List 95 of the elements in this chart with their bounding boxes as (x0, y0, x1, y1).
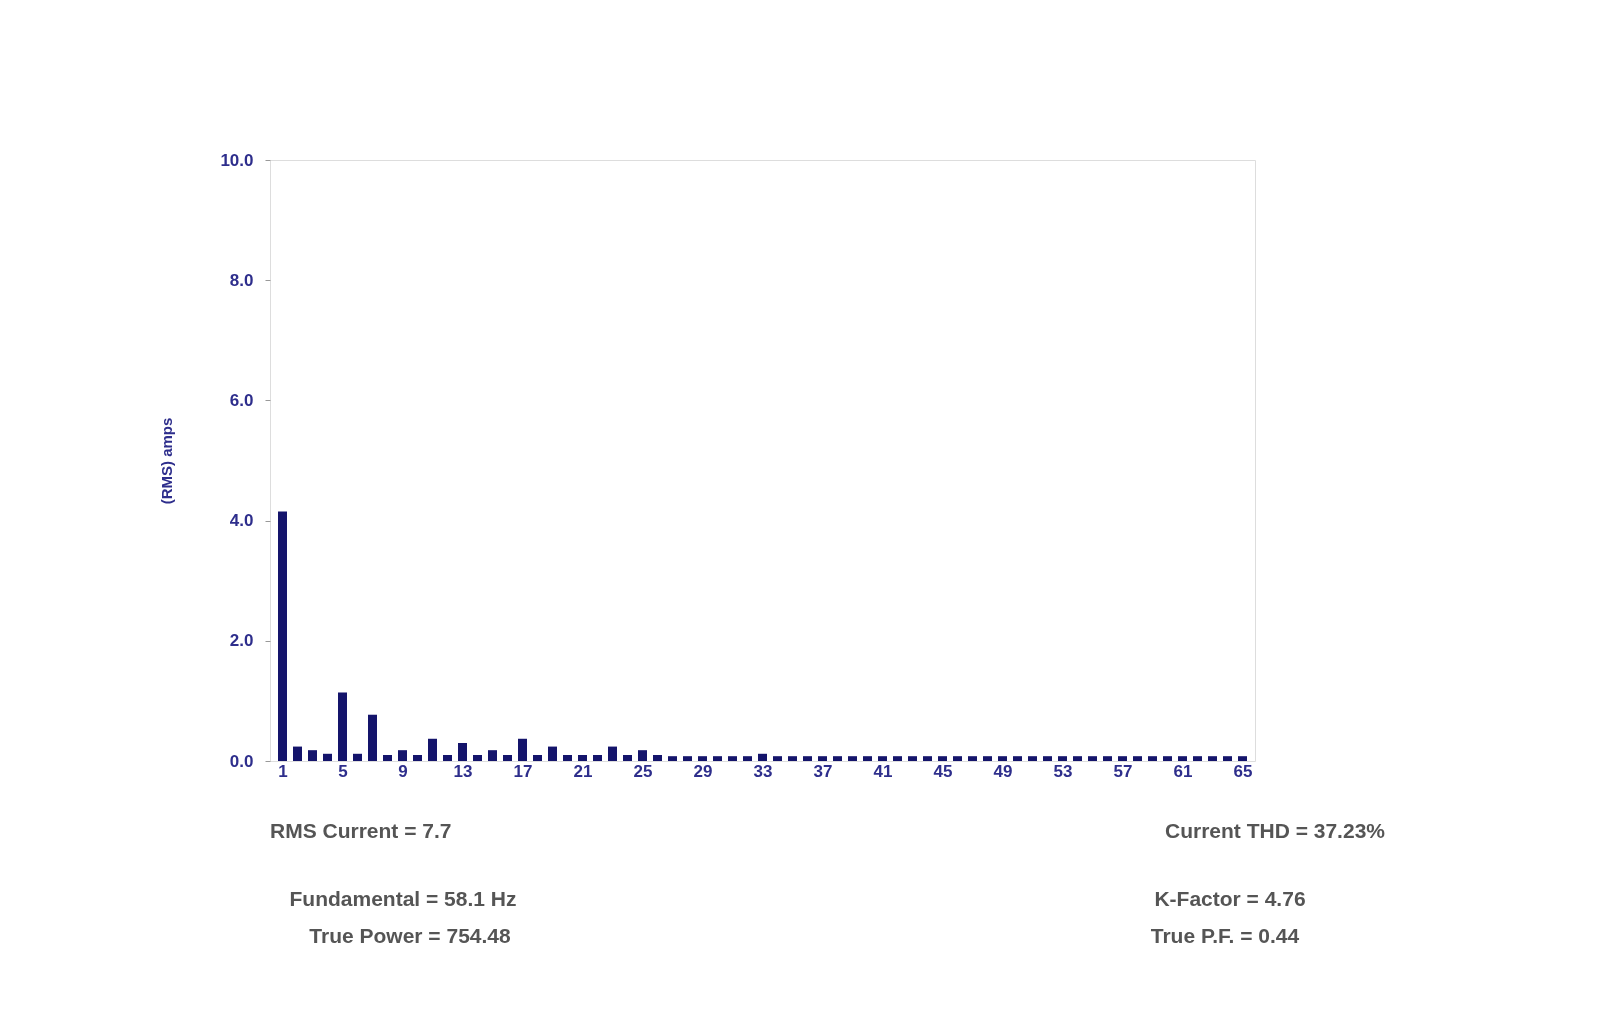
text: Fundamental = 58.1 Hz (289, 887, 517, 910)
y-tick-label: 2.0 (229, 631, 254, 651)
bar (398, 750, 407, 761)
x-tick-label: 25 (633, 761, 653, 781)
bar (1178, 756, 1187, 761)
x-tick-label: 5 (338, 761, 348, 781)
x-tick-label: 1 (278, 761, 288, 781)
x-tick-label: 29 (693, 761, 713, 781)
bar (1028, 756, 1037, 761)
x-tick-label: 45 (933, 761, 953, 781)
x-tick-label: 9 (398, 761, 408, 781)
y-tick-label: 6.0 (229, 390, 254, 410)
y-tick-label: 0.0 (229, 751, 254, 771)
x-tick-label: 61 (1173, 761, 1193, 781)
text: RMS Current = 7.7 (270, 819, 452, 842)
bar (1208, 756, 1217, 761)
bar (743, 756, 752, 761)
bar (503, 754, 512, 761)
text: True P.F. = 0.44 (1150, 924, 1300, 947)
bar (908, 756, 917, 761)
bar (1013, 756, 1022, 761)
bar (893, 756, 902, 761)
x-tick-label: 65 (1233, 761, 1253, 781)
bar (623, 754, 632, 761)
bar (848, 756, 857, 761)
bar (668, 756, 677, 761)
bar (338, 692, 347, 761)
x-tick-label: 49 (993, 761, 1013, 781)
bar (638, 750, 647, 761)
bar (1103, 756, 1112, 761)
bar (1163, 756, 1172, 761)
x-tick-label: 37 (813, 761, 833, 781)
bar (818, 756, 827, 761)
bar (413, 754, 422, 761)
bar (983, 756, 992, 761)
bar (713, 756, 722, 761)
bar (1088, 756, 1097, 761)
bar (608, 746, 617, 761)
bar (683, 756, 692, 761)
text: Current THD = 37.23% (1165, 819, 1386, 842)
bar (548, 746, 557, 761)
bar (578, 754, 587, 761)
bar (563, 754, 572, 761)
bar (653, 754, 662, 761)
bar (1073, 756, 1082, 761)
x-tick-label: 21 (573, 761, 593, 781)
bar (758, 753, 767, 761)
bar (1148, 756, 1157, 761)
bar (878, 756, 887, 761)
bar (443, 754, 452, 761)
bar (458, 742, 467, 761)
y-tick-label: 4.0 (229, 511, 254, 531)
x-tick-label: 33 (753, 761, 773, 781)
x-tick-label: 13 (453, 761, 473, 781)
bar (368, 714, 377, 761)
bar (308, 750, 317, 761)
bar (278, 511, 287, 761)
bar (863, 756, 872, 761)
bar (1118, 756, 1127, 761)
y-tick-label: 10.0 (220, 150, 254, 170)
x-tick-label: 53 (1053, 761, 1073, 781)
bar (593, 754, 602, 761)
x-tick-label: 17 (513, 761, 533, 781)
bar (383, 754, 392, 761)
bar (953, 756, 962, 761)
bar (1133, 756, 1142, 761)
bar (488, 750, 497, 761)
bar (353, 753, 362, 761)
bar (518, 738, 527, 761)
x-tick-label: 41 (873, 761, 893, 781)
bar (293, 746, 302, 761)
bar (473, 754, 482, 761)
bar (968, 756, 977, 761)
bar (1223, 756, 1232, 761)
bar (788, 756, 797, 761)
bar (728, 756, 737, 761)
bar (428, 738, 437, 761)
bar (1043, 756, 1052, 761)
bar (773, 756, 782, 761)
bar (998, 756, 1007, 761)
bar (833, 756, 842, 761)
x-tick-label: 57 (1113, 761, 1133, 781)
bar (533, 754, 542, 761)
y-tick-label: 8.0 (229, 270, 254, 290)
bar (803, 756, 812, 761)
bar (923, 756, 932, 761)
bar (1058, 756, 1067, 761)
text: K-Factor = 4.76 (1154, 887, 1306, 910)
text: True Power = 754.48 (309, 924, 511, 947)
bar (938, 756, 947, 761)
y-axis-title: (RMS) amps (158, 417, 176, 505)
bar (698, 756, 707, 761)
bar (1238, 756, 1247, 761)
bar (1193, 756, 1202, 761)
bar (323, 753, 332, 761)
